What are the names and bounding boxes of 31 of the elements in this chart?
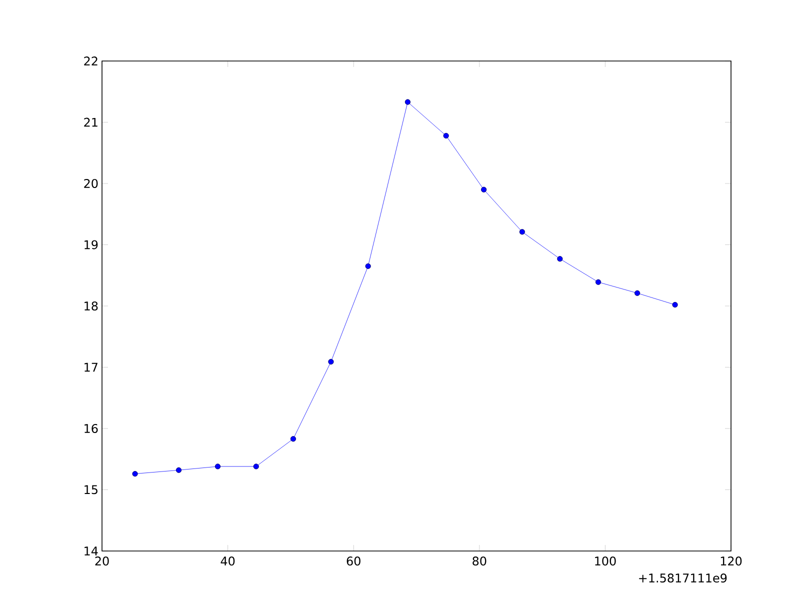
x-tick-label: 20 — [95, 556, 109, 566]
point — [404, 99, 410, 105]
x-tick-label: 100 — [595, 556, 616, 566]
point — [634, 290, 640, 296]
point — [481, 186, 487, 192]
y-tick-label: 21 — [84, 118, 98, 127]
point — [132, 471, 138, 477]
point — [557, 256, 563, 262]
point — [519, 229, 525, 235]
x-tick-label: 60 — [346, 556, 360, 566]
y-tick-label: 20 — [84, 178, 98, 188]
point — [253, 464, 259, 470]
y-tick-label: 15 — [84, 485, 98, 494]
y-tick-label: 14 — [84, 546, 98, 556]
x-tick-label: 40 — [220, 556, 235, 566]
point — [365, 263, 371, 269]
point — [176, 467, 182, 473]
point — [214, 464, 221, 470]
point — [290, 436, 296, 442]
y-tick-label: 22 — [84, 56, 98, 66]
point — [328, 358, 334, 365]
y-tick-label: 17 — [84, 362, 98, 372]
x-tick-label: 120 — [720, 556, 742, 566]
point — [595, 279, 602, 285]
y-tick-label: 19 — [84, 240, 98, 250]
point — [443, 132, 449, 139]
point — [672, 302, 678, 308]
y-tick-label: 18 — [84, 301, 98, 311]
text: +1.5817111e9 — [639, 574, 727, 583]
y-tick-label: 16 — [84, 424, 98, 434]
x-tick-label: 80 — [472, 556, 486, 566]
